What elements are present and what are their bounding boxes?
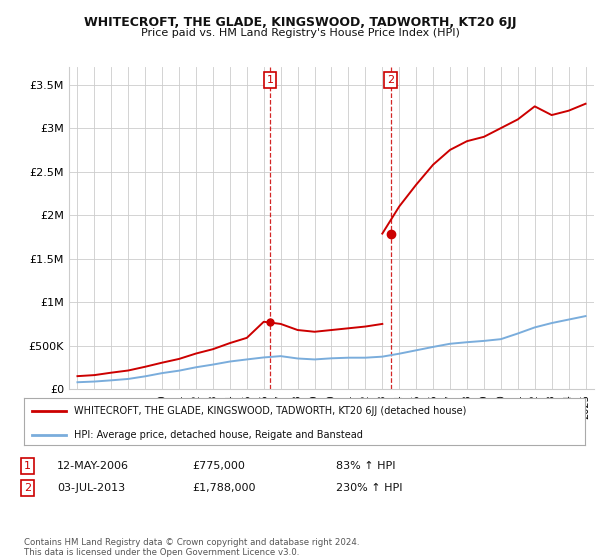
Text: 03-JUL-2013: 03-JUL-2013 <box>57 483 125 493</box>
Text: £775,000: £775,000 <box>192 461 245 471</box>
Text: Contains HM Land Registry data © Crown copyright and database right 2024.
This d: Contains HM Land Registry data © Crown c… <box>24 538 359 557</box>
Text: WHITECROFT, THE GLADE, KINGSWOOD, TADWORTH, KT20 6JJ: WHITECROFT, THE GLADE, KINGSWOOD, TADWOR… <box>84 16 516 29</box>
Text: 230% ↑ HPI: 230% ↑ HPI <box>336 483 403 493</box>
Text: WHITECROFT, THE GLADE, KINGSWOOD, TADWORTH, KT20 6JJ (detached house): WHITECROFT, THE GLADE, KINGSWOOD, TADWOR… <box>74 406 467 416</box>
Text: £1,788,000: £1,788,000 <box>192 483 256 493</box>
Text: 83% ↑ HPI: 83% ↑ HPI <box>336 461 395 471</box>
Text: 2: 2 <box>24 483 31 493</box>
Text: 2: 2 <box>387 75 394 85</box>
Text: 12-MAY-2006: 12-MAY-2006 <box>57 461 129 471</box>
Text: 1: 1 <box>266 75 274 85</box>
Text: HPI: Average price, detached house, Reigate and Banstead: HPI: Average price, detached house, Reig… <box>74 430 364 440</box>
Text: 1: 1 <box>24 461 31 471</box>
Text: Price paid vs. HM Land Registry's House Price Index (HPI): Price paid vs. HM Land Registry's House … <box>140 28 460 38</box>
